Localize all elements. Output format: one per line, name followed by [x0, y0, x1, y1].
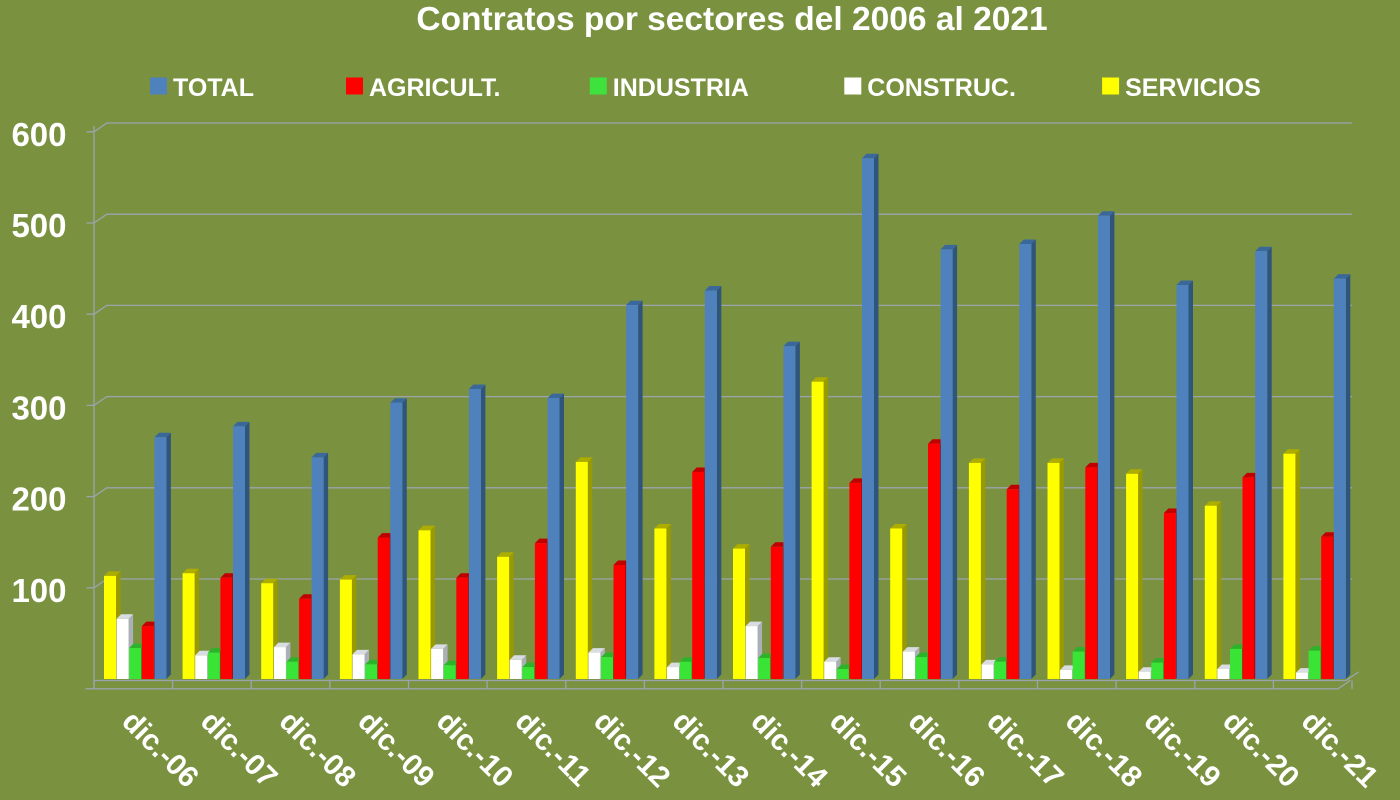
svg-text:SERVICIOS: SERVICIOS [1125, 74, 1261, 102]
svg-text:400: 400 [11, 298, 66, 335]
svg-text:600: 600 [11, 116, 66, 153]
svg-text:100: 100 [11, 572, 66, 609]
svg-text:Contratos por sectores del 200: Contratos por sectores del 2006 al 2021 [416, 1, 1047, 38]
svg-text:AGRICULT.: AGRICULT. [369, 74, 500, 102]
svg-text:300: 300 [11, 389, 66, 426]
svg-text:INDUSTRIA: INDUSTRIA [613, 74, 749, 102]
svg-text:CONSTRUC.: CONSTRUC. [867, 74, 1016, 102]
svg-text:200: 200 [11, 481, 66, 518]
svg-text:500: 500 [11, 207, 66, 244]
svg-text:TOTAL: TOTAL [173, 74, 254, 102]
